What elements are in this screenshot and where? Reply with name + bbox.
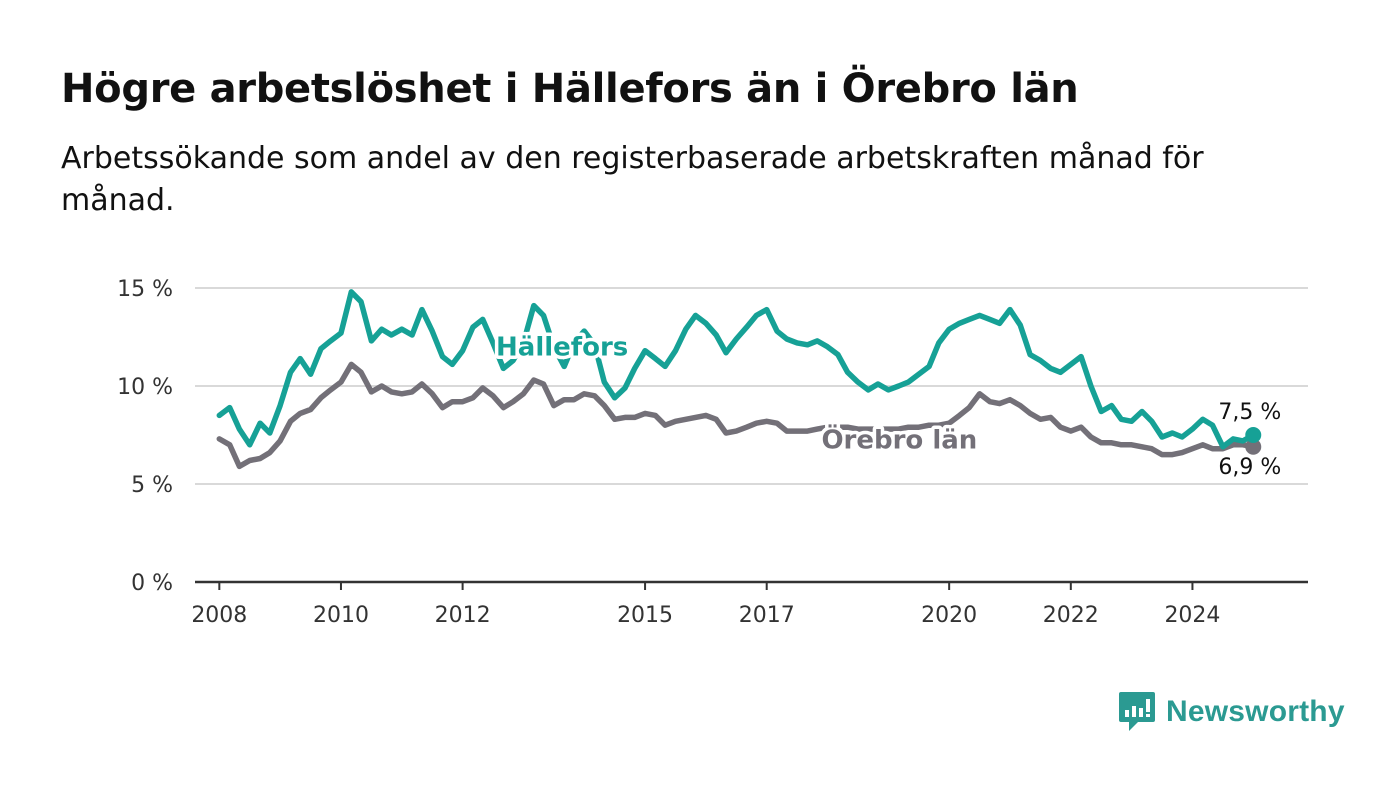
series-labels: Hällefors Örebro län 7,5 % 6,9 % bbox=[493, 329, 1284, 482]
end-value-label: 6,9 % bbox=[1218, 455, 1281, 480]
y-tick-label: 5 % bbox=[131, 473, 173, 498]
y-tick-label: 15 % bbox=[117, 277, 173, 302]
chart-title: Högre arbetslöshet i Hällefors än i Öreb… bbox=[61, 66, 1079, 112]
x-tick-label: 2017 bbox=[739, 603, 795, 628]
x-tick-label: 2024 bbox=[1164, 603, 1220, 628]
series-end-point bbox=[1245, 438, 1262, 455]
end-value-label: 7,5 % bbox=[1218, 400, 1281, 425]
newsworthy-logo[interactable]: Newsworthy bbox=[1118, 690, 1345, 734]
series-end-point bbox=[1245, 427, 1262, 443]
chart-subtitle: Arbetssökande som andel av den registerb… bbox=[61, 141, 1204, 218]
brand-name: Newsworthy bbox=[1166, 695, 1345, 728]
x-tick-label: 2012 bbox=[435, 603, 491, 628]
series-name-label: Örebro län bbox=[821, 423, 977, 456]
x-tick-label: 2015 bbox=[617, 603, 673, 628]
axes: 0 % 5 % 10 % 15 % 2008 2010 2012 2015 2017 2020 20… bbox=[117, 277, 1308, 628]
y-tick-label: 10 % bbox=[117, 375, 173, 400]
y-tick-label: 0 % bbox=[131, 571, 173, 596]
series-name-label: Hällefors bbox=[496, 333, 628, 363]
chat-bars-icon bbox=[1119, 692, 1155, 731]
line-chart: 0 % 5 % 10 % 15 % 2008 2010 2012 2015 2017 2020 20… bbox=[117, 277, 1308, 628]
series-line bbox=[216, 289, 1257, 450]
x-tick-label: 2020 bbox=[921, 603, 977, 628]
x-tick-label: 2022 bbox=[1043, 603, 1099, 628]
x-tick-label: 2008 bbox=[191, 603, 247, 628]
series-lines bbox=[216, 289, 1262, 470]
x-tick-label: 2010 bbox=[313, 603, 369, 628]
series-line bbox=[216, 361, 1257, 470]
